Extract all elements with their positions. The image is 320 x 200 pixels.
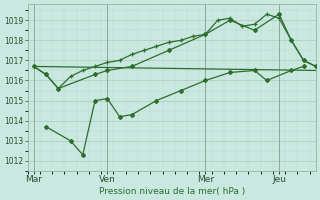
X-axis label: Pression niveau de la mer( hPa ): Pression niveau de la mer( hPa ): [99, 187, 245, 196]
